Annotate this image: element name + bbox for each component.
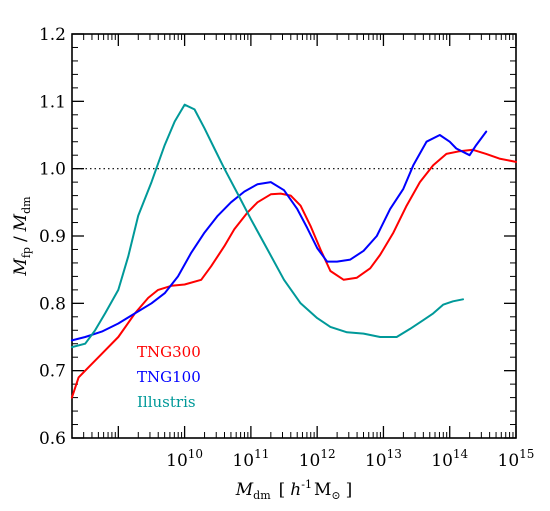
x-axis-units-exp: -1 — [301, 478, 312, 491]
y-tick-label: 0.6 — [39, 429, 66, 449]
y-tick-label: 0.7 — [39, 362, 66, 382]
series-line-illustris — [70, 103, 464, 349]
y-axis-title-num-sub: fp — [20, 247, 33, 258]
series-group — [70, 103, 517, 399]
y-axis-title-den: M — [11, 213, 31, 232]
y-tick-label: 0.9 — [39, 227, 66, 247]
legend-entry-tng300: TNG300 — [137, 343, 201, 361]
x-tick-label: 1012 — [299, 447, 336, 471]
series-line-tng300 — [70, 148, 517, 399]
x-axis-units-close: ] — [346, 480, 353, 500]
x-axis-units-msun: M — [314, 480, 331, 500]
y-tick-label: 1.2 — [39, 25, 66, 45]
y-axis-title-div: / — [11, 236, 31, 242]
legend-entry-tng100: TNG100 — [137, 368, 201, 386]
y-tick-label: 1.0 — [39, 160, 66, 180]
y-tick-label: 1.1 — [39, 92, 66, 112]
y-tick-label: 0.8 — [39, 294, 66, 314]
y-axis-title: Mfp / Mdm — [11, 196, 33, 277]
legend-entry-illustris: Illustris — [137, 393, 196, 411]
x-axis-units-sun: ⊙ — [331, 489, 340, 502]
x-tick-labels: 1010 1011 1012 1013 1014 1015 — [166, 447, 534, 471]
x-axis-title-sub: dm — [253, 489, 271, 502]
x-tick-label: 1015 — [498, 447, 535, 471]
axis-ticks — [71, 33, 517, 439]
y-axis-title-den-sub: dm — [20, 196, 33, 214]
legend: TNG300 TNG100 Illustris — [137, 343, 201, 411]
x-tick-label: 1011 — [232, 447, 269, 471]
x-tick-label: 1010 — [166, 447, 203, 471]
x-axis-units-h: h — [290, 480, 301, 500]
x-axis-title-main: M — [235, 480, 254, 500]
x-axis-title: Mdm[h-1 M⊙] — [235, 478, 353, 502]
y-axis-title-num: M — [11, 258, 31, 277]
y-tick-labels: 0.6 0.7 0.8 0.9 1.0 1.1 1.2 — [39, 25, 66, 449]
x-axis-units-open: [ — [279, 480, 286, 500]
x-tick-label: 1013 — [365, 447, 402, 471]
x-tick-label: 1014 — [431, 447, 468, 471]
series-line-tng100 — [70, 130, 488, 342]
